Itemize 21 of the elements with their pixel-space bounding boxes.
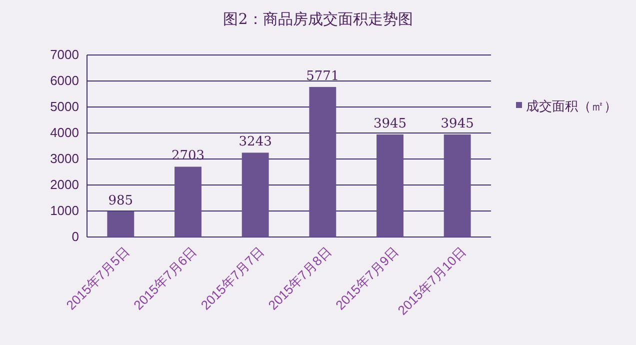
bar	[242, 152, 269, 237]
y-tick-label: 0	[72, 229, 79, 244]
y-tick-label: 1000	[50, 203, 79, 218]
y-tick-label: 6000	[50, 73, 79, 88]
bar	[376, 134, 404, 237]
data-label: 5771	[306, 68, 340, 84]
legend-label: 成交面积（㎡）	[526, 98, 617, 115]
data-label: 3945	[440, 116, 474, 132]
bar	[107, 211, 134, 237]
y-tick-label: 7000	[50, 47, 79, 62]
data-label: 985	[108, 193, 134, 208]
y-tick-label: 3000	[50, 151, 79, 166]
chart-title: 图2：商品房成交面积走势图	[223, 10, 413, 28]
bar	[174, 166, 202, 237]
y-tick-label: 4000	[50, 125, 79, 140]
data-label: 3243	[238, 134, 272, 150]
bar	[309, 86, 336, 237]
data-label: 3945	[373, 116, 407, 132]
bar	[444, 134, 471, 237]
y-tick-label: 2000	[50, 177, 79, 192]
y-tick-label: 5000	[50, 99, 79, 114]
